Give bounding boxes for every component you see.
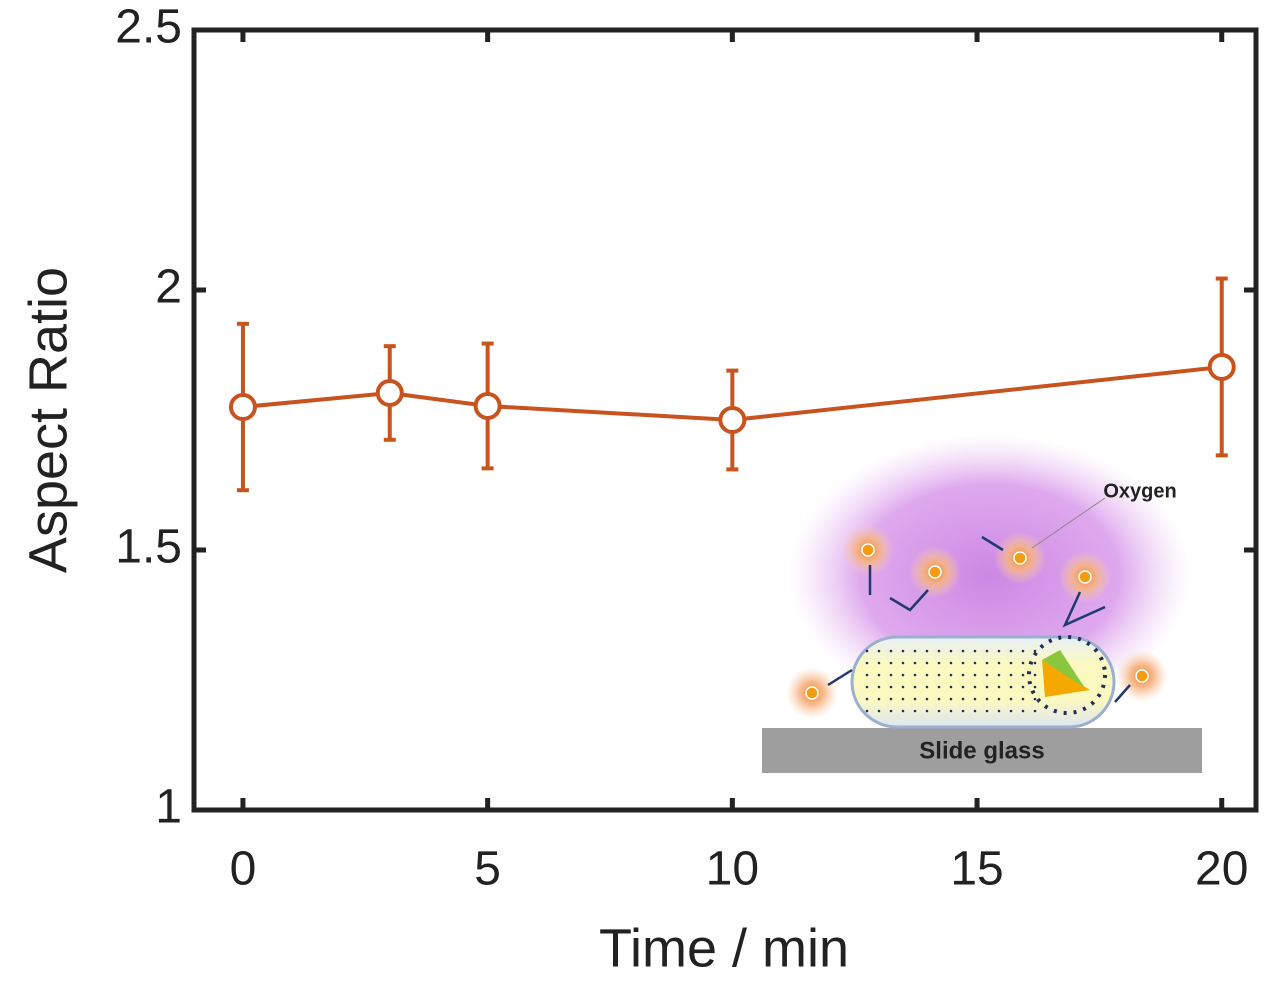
y-axis-label: Aspect Ratio (18, 267, 78, 573)
x-axis-label: Time / min (599, 918, 849, 978)
x-tick-label: 15 (950, 843, 1003, 896)
x-tick-label: 5 (474, 843, 501, 896)
marker (718, 406, 747, 434)
y-tick-label: 1.5 (115, 521, 182, 574)
marker (375, 378, 404, 407)
y-tick-label: 2 (155, 261, 182, 314)
plot-frame (191, 27, 1259, 813)
inset-label: Oxygen (1103, 480, 1176, 502)
inset-label: Slide glass (919, 737, 1044, 764)
x-tick-label: 20 (1195, 843, 1248, 896)
marker (473, 391, 502, 420)
y-tick-label: 1 (155, 781, 182, 834)
marker (228, 393, 257, 421)
x-tick-label: 10 (706, 843, 759, 896)
marker (1207, 352, 1236, 381)
y-tick-label: 2.5 (115, 1, 182, 54)
x-tick-label: 0 (230, 843, 257, 896)
inset-illustration: Oxygen Slide glass (762, 435, 1202, 773)
